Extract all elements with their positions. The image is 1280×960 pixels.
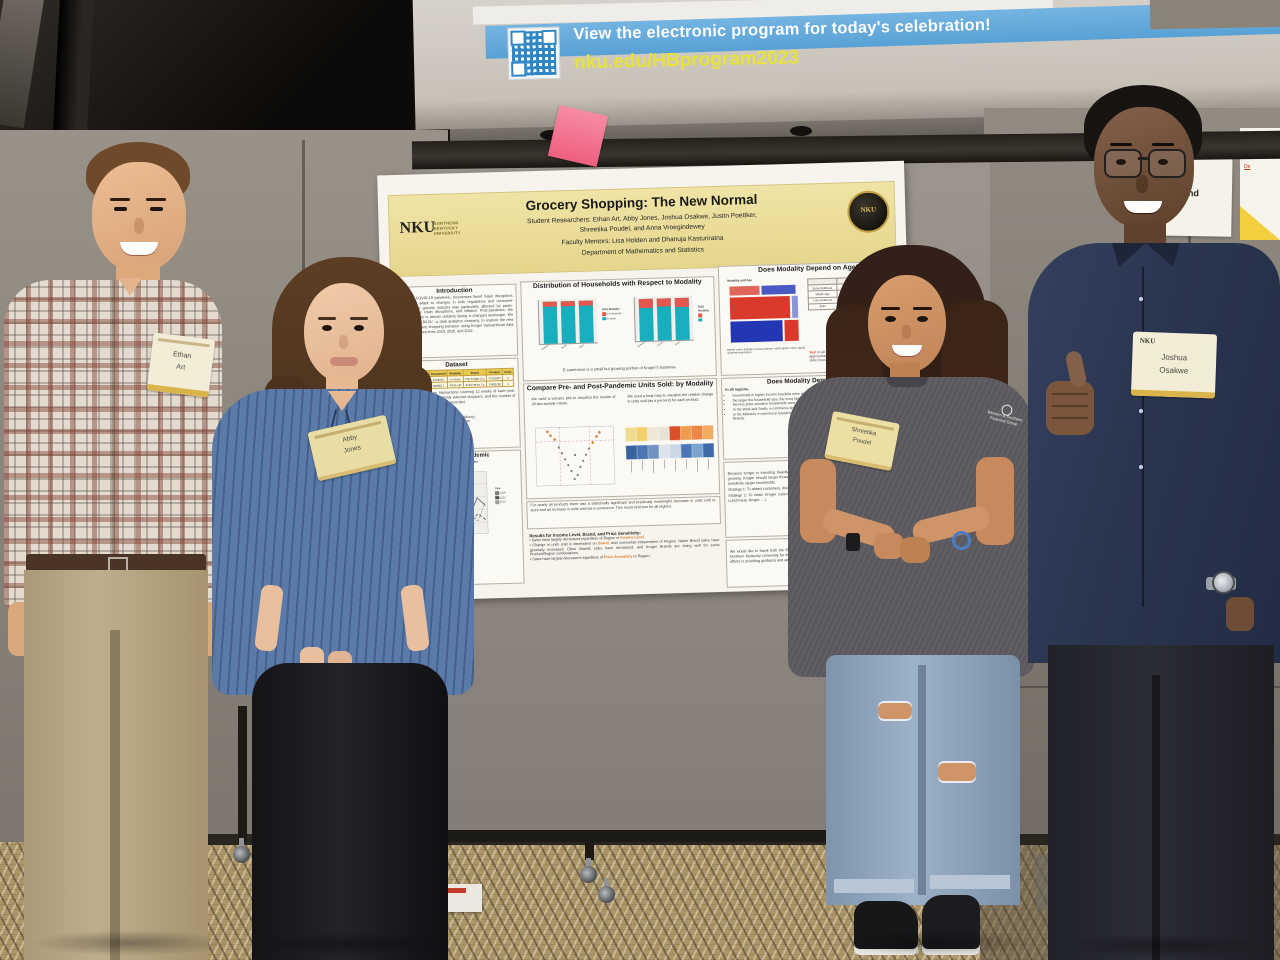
jeans-seam [918, 665, 926, 895]
tag-nku-header: NKU [1139, 336, 1156, 346]
upper-arm [976, 457, 1014, 545]
jeans-cuff [930, 875, 1010, 889]
mosaic-title: Modality and Age [727, 278, 753, 283]
section-heading: Distribution of Households with Respect … [532, 278, 702, 291]
button [1139, 297, 1143, 301]
heatmap-note: We used a heat map to visualize the rela… [627, 392, 714, 404]
hand [874, 533, 904, 559]
name-tag-joshua: NKU Joshua Osakwe [1130, 331, 1218, 399]
caster-wheel [231, 838, 253, 864]
hand [900, 537, 930, 563]
ripped-jeans [826, 655, 1020, 905]
caster-wheel [578, 858, 600, 884]
section-results: Results for Income Level, Brand, and Pri… [529, 528, 720, 585]
sneaker [922, 895, 980, 949]
x-tick: South [560, 343, 568, 350]
hand-in-pocket [1226, 597, 1254, 631]
section-findings: For nearly all products there was a stat… [526, 495, 722, 530]
chart-legend: Year 2019 2020 2022 [495, 487, 506, 505]
volcano-note: We used a volcano plot to visualize the … [531, 394, 616, 407]
sneaker [854, 901, 918, 949]
watch-face [1212, 571, 1235, 594]
button [1139, 465, 1143, 469]
tshirt-collar [886, 377, 928, 387]
floor-shadow [1060, 934, 1270, 958]
nku-seal-text: NKU [860, 205, 877, 214]
person-joshua: NKU Joshua Osakwe [1020, 85, 1280, 960]
person-abby: Abby Jones [200, 255, 490, 960]
face [92, 162, 186, 272]
jeans-rip [938, 763, 976, 781]
khaki-pants [24, 570, 208, 960]
blue-wristband [952, 531, 971, 550]
pants-seam [110, 630, 120, 960]
qr-eye [510, 30, 526, 46]
person-ethan: Ethan Art [0, 140, 232, 960]
floor-shadow [250, 932, 450, 956]
face [868, 275, 946, 373]
flyer-red-text: De [1244, 164, 1251, 170]
rail-knob [790, 126, 812, 136]
fist [1046, 381, 1094, 435]
legend-entry: 2022 [495, 500, 506, 505]
heatmap-row-ecommerce [625, 425, 714, 442]
floor-shadow [30, 930, 230, 956]
chart-caption: E-commerce is a small but growing portio… [562, 364, 677, 373]
flyer-yellow-wedge [1240, 206, 1280, 240]
volcano-plot [535, 425, 616, 487]
floor-box-mark [448, 888, 466, 893]
wristwatch [846, 533, 860, 551]
dark-pants [1048, 645, 1274, 960]
x-tick: West [578, 343, 585, 350]
chart-legend: 2019 Modality e-commerce in-store [602, 308, 622, 322]
navy-shirt [1028, 243, 1280, 663]
shirt-placket [1142, 267, 1144, 607]
section-distribution: Distribution of Households with Respect … [520, 276, 717, 382]
legend-entry: in-store [602, 316, 622, 321]
qr-eye [541, 29, 557, 46]
caster-wheel [596, 878, 618, 904]
floor-shadow [830, 930, 1040, 956]
shirt-placket [112, 280, 115, 580]
slide-url: nku.edu/HBprogram2023 [573, 47, 800, 74]
qr-eye [511, 61, 527, 77]
glasses-bridge [1138, 157, 1148, 160]
x-tick: West [674, 340, 681, 347]
qr-code [507, 26, 561, 80]
section-heading: Compare Pre- and Post-Pandemic Units Sol… [526, 380, 714, 393]
stacked-bar-chart-2022: Midwest South West [626, 292, 698, 352]
findings-text: For nearly all products there was a stat… [530, 498, 717, 513]
stacked-bar-chart-2019: Midwest South West [530, 294, 602, 354]
jeans-cuff [834, 879, 914, 893]
face [1094, 107, 1194, 229]
pants-seam [1152, 675, 1160, 960]
section-compare-modality: Compare Pre- and Post-Pandemic Units Sol… [523, 378, 721, 500]
x-tick: South [656, 341, 664, 348]
rail-knob [540, 130, 562, 140]
partition-leg [238, 706, 247, 842]
jeans-rip [878, 703, 912, 719]
person-shreetika: Western & Southern Financial Group Shree… [770, 245, 1050, 960]
legend-entry [698, 318, 712, 323]
nku-seal: NKU [846, 190, 890, 234]
heatmap-row-instore [625, 443, 715, 460]
wall-top-right [1149, 0, 1280, 30]
face [304, 283, 384, 383]
heatmap-ticks [630, 458, 709, 473]
black-pants [252, 663, 448, 960]
chart-legend: 2022 Modality [698, 305, 712, 323]
button [1139, 409, 1143, 413]
